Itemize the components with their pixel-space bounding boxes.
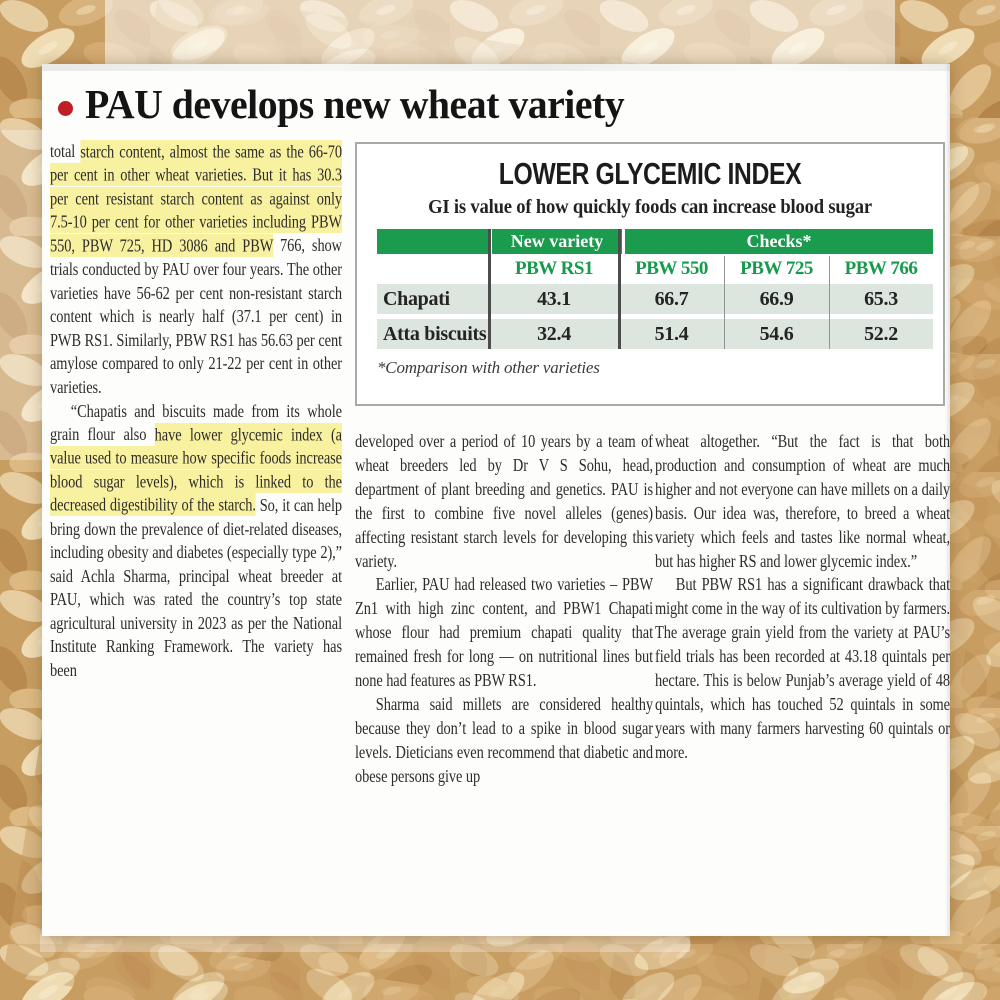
red-bullet-icon [58,100,73,116]
infobox-subtitle: GI is value of how quickly foods can inc… [428,196,872,218]
article-column-left: total starch content, almost the same as… [50,140,342,936]
paragraph: “Chapatis and biscuits made from its who… [50,400,342,681]
scan-edge-shadow [945,64,950,936]
col-header: PBW 766 [844,258,918,279]
table-cell: 65.3 [864,287,898,310]
paragraph: But PBW RS1 has a significant drawback t… [655,574,950,762]
table-group-header-row: New variety Checks* [377,229,933,254]
table-cell: 52.2 [864,322,898,345]
table-divider-light [723,256,726,349]
table-divider-dark [488,229,491,349]
table-divider-dark [618,229,621,349]
glycemic-index-table: New variety Checks* PBW RS1 PBW 550 PBW … [377,229,933,349]
group-header-new-variety: New variety [492,229,622,254]
paragraph: Earlier, PAU had released two varieties … [355,574,653,691]
article-column-right: wheat altogether. “But the fact is that … [655,430,950,934]
table-row-chapati: Chapati 43.1 66.7 66.9 65.3 [377,284,933,314]
paragraph: Sharma said millets are considered healt… [355,693,653,786]
table-row-atta-biscuits: Atta biscuits 32.4 51.4 54.6 52.2 [377,319,933,349]
headline-row: PAU develops new wheat variety [58,80,641,128]
table-cell: 66.7 [654,287,689,310]
table-cell: 66.9 [759,287,794,310]
paragraph: developed over a period of 10 years by a… [355,431,653,571]
article-panel: PAU develops new wheat variety total sta… [42,64,950,936]
article-column-middle: developed over a period of 10 years by a… [355,430,653,934]
table-cell: 54.6 [759,322,794,345]
table-divider-light [828,256,831,349]
row-label: Chapati [383,287,450,310]
scan-streak [42,64,950,71]
table-cell: 43.1 [537,287,571,310]
paragraph: total starch content, almost the same as… [50,140,342,397]
col-header: PBW 550 [635,258,708,279]
row-label: Atta biscuits [383,322,487,345]
glycemic-index-infobox: LOWER GLYCEMIC INDEX GI is value of how … [355,142,945,406]
group-header-empty [377,229,489,254]
infobox-title: LOWER GLYCEMIC INDEX [498,156,802,191]
col-header: PBW 725 [740,258,813,279]
paragraph: wheat altogether. “But the fact is that … [655,431,950,571]
table-column-header-row: PBW RS1 PBW 550 PBW 725 PBW 766 [377,254,933,284]
table-cell: 51.4 [654,322,689,345]
group-header-checks: Checks* [625,229,933,254]
col-header-empty [377,254,489,284]
col-header: PBW RS1 [515,258,593,279]
article-headline: PAU develops new wheat variety [85,81,625,127]
table-cell: 32.4 [537,322,571,345]
infobox-footnote: *Comparison with other varieties [377,358,600,377]
